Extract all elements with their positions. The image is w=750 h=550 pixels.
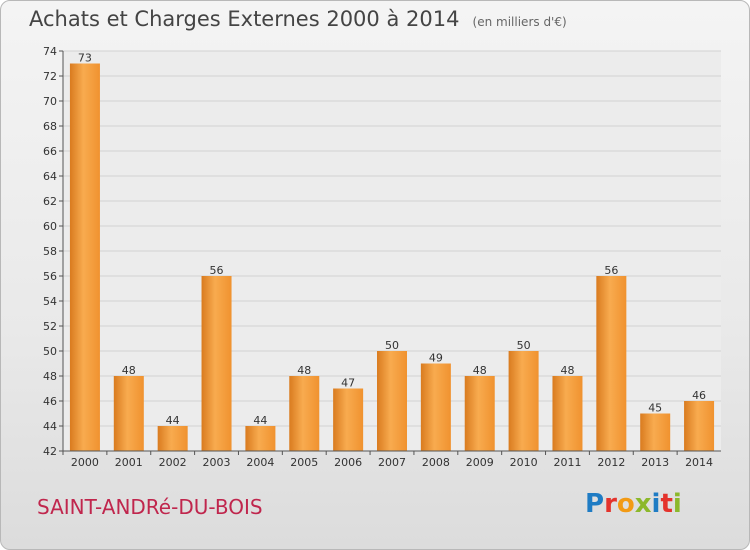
x-tick-label-2006: 2006: [334, 456, 362, 469]
y-tick-label: 68: [43, 120, 57, 133]
x-tick-label-2010: 2010: [510, 456, 538, 469]
bar-2008: [420, 363, 451, 451]
y-tick-label: 44: [43, 420, 57, 433]
y-tick-label: 54: [43, 295, 57, 308]
y-tick-label: 72: [43, 70, 57, 83]
bar-2010: [508, 351, 539, 451]
data-label-2010: 50: [517, 339, 531, 352]
bars: 73 48 44 56 44 48 47 50 49 48 50 48 56 45 46: [69, 52, 715, 451]
bar-2013: [640, 413, 671, 451]
bar-2007: [377, 351, 407, 451]
bar-2002: [157, 426, 188, 451]
logo-letter: o: [616, 489, 635, 519]
y-tick-label: 64: [43, 170, 57, 183]
x-tick-label-2002: 2002: [159, 456, 187, 469]
chart-subtitle: (en milliers d'€): [472, 15, 567, 29]
x-tick-label-2011: 2011: [553, 456, 581, 469]
commune-name: SAINT-ANDRé-DU-BOIS: [37, 495, 263, 519]
y-tick-label: 48: [43, 370, 57, 383]
x-tick-label-2014: 2014: [685, 456, 713, 469]
y-tick-label: 46: [43, 395, 57, 408]
x-tick-label-2005: 2005: [290, 456, 318, 469]
bar-2012: [596, 276, 627, 451]
data-label-2012: 56: [604, 264, 618, 277]
title-row: Achats et Charges Externes 2000 à 2014 (…: [29, 7, 567, 31]
bar-2014: [684, 401, 715, 451]
data-label-2013: 45: [648, 402, 662, 415]
chart-title: Achats et Charges Externes 2000 à 2014: [29, 7, 460, 31]
x-tick-label-2003: 2003: [203, 456, 231, 469]
bar-2005: [289, 376, 320, 451]
data-label-2004: 44: [253, 414, 267, 427]
x-tick-label-2008: 2008: [422, 456, 450, 469]
data-label-2001: 48: [122, 364, 136, 377]
data-label-2005: 48: [297, 364, 311, 377]
data-label-2014: 46: [692, 389, 706, 402]
bar-2011: [552, 376, 583, 451]
x-tick-label-2012: 2012: [597, 456, 625, 469]
y-tick-label: 52: [43, 320, 57, 333]
logo-letter: i: [672, 489, 682, 519]
y-tick-label: 74: [43, 45, 57, 58]
data-label-2002: 44: [166, 414, 180, 427]
x-tick-label-2001: 2001: [115, 456, 143, 469]
x-tick-label-2004: 2004: [246, 456, 274, 469]
x-tick-label-2013: 2013: [641, 456, 669, 469]
bar-2000: [69, 63, 100, 451]
logo-letter: P: [585, 489, 605, 519]
proxiti-logo[interactable]: Proxiti: [585, 489, 682, 519]
y-tick-label: 58: [43, 245, 57, 258]
x-tick-label-2007: 2007: [378, 456, 406, 469]
bar-2001: [113, 376, 144, 451]
data-label-2003: 56: [210, 264, 224, 277]
bar-2003: [201, 276, 232, 451]
y-tick-label: 56: [43, 270, 57, 283]
y-tick-label: 62: [43, 195, 57, 208]
data-label-2006: 47: [341, 377, 355, 390]
y-tick-label: 70: [43, 95, 57, 108]
bar-2009: [464, 376, 495, 451]
data-label-2008: 49: [429, 352, 443, 365]
x-tick-label-2009: 2009: [466, 456, 494, 469]
logo-letter: t: [660, 489, 673, 519]
data-label-2011: 48: [560, 364, 574, 377]
x-tick-label-2000: 2000: [71, 456, 99, 469]
axes: 42 44 46 48 50 52 54 56 58 60 62 64 66 68 70 72 74 2000 20…: [43, 45, 721, 469]
bar-2006: [333, 388, 364, 451]
data-label-2000: 73: [78, 52, 92, 65]
logo-letter: x: [634, 489, 652, 519]
bar-2004: [245, 426, 276, 451]
y-tick-label: 60: [43, 220, 57, 233]
logo-letter: i: [651, 489, 661, 519]
logo-letter: r: [604, 489, 617, 519]
data-label-2009: 48: [473, 364, 487, 377]
y-tick-label: 42: [43, 445, 57, 458]
y-tick-label: 66: [43, 145, 57, 158]
y-tick-label: 50: [43, 345, 57, 358]
data-label-2007: 50: [385, 339, 399, 352]
